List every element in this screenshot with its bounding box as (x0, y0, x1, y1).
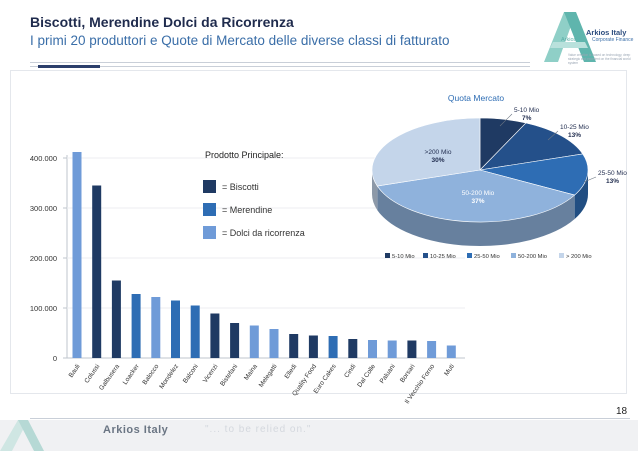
bar-9 (230, 323, 240, 358)
bar-4 (131, 294, 141, 358)
pie-slice-2 (479, 122, 584, 171)
footer-band (0, 420, 638, 451)
pie-slice-name-label: 25-50 Mio (598, 170, 627, 177)
bar-13 (308, 335, 318, 358)
pie-title: Quota Mercato (448, 93, 504, 103)
pie-legend-swatch (559, 253, 564, 258)
bar-16 (368, 340, 377, 358)
bar-y-tick-label: 100.000 (30, 304, 57, 313)
pie-legend-swatch (467, 253, 472, 258)
pie-leader-line (583, 176, 597, 183)
bar-10 (249, 325, 259, 358)
pie-slice-name-label: 10-25 Mio (560, 124, 589, 131)
bar-y-tick-label: 300.000 (30, 204, 57, 213)
bar-y-tick-label: 200.000 (30, 254, 57, 263)
pie-slice-side (372, 170, 378, 211)
legend-label-merendine: = Merendine (222, 205, 273, 215)
arkios-logo-icon (544, 12, 596, 62)
pie-slice-value-label: 13% (606, 178, 619, 185)
pie-tops (371, 117, 589, 223)
bar-20 (446, 345, 456, 358)
footer-company-name: Arkios Italy (103, 424, 169, 436)
pie-leader-line (499, 113, 513, 127)
logo-tagline: Value creation is based on technology, d… (568, 53, 631, 65)
footer-divider (30, 418, 630, 419)
bar-1 (72, 152, 82, 358)
legend-label-dolci: = Dolci da ricorrenza (222, 228, 305, 238)
pie-slice-value-label: 13% (568, 132, 581, 139)
header-divider (30, 62, 530, 63)
bar-14 (328, 336, 338, 358)
legend-swatch-biscotti (203, 180, 216, 193)
pie-slice-value-label: 30% (431, 157, 444, 164)
footer-motto: "... to be relied on." (205, 424, 312, 435)
pie-slice-3 (479, 153, 589, 196)
chart-frame (10, 70, 627, 394)
pie-slice-name-label: >200 Mio (425, 149, 452, 156)
bar-y-tick-label: 0 (53, 354, 57, 363)
legend-label-biscotti: = Biscotti (222, 182, 259, 192)
bar-15 (348, 339, 358, 358)
logo-subtitle: Corporate Finance (592, 37, 634, 43)
pie-slice-5 (371, 117, 481, 187)
legend-swatch-dolci (203, 226, 216, 239)
bar-6 (171, 300, 180, 358)
pie-legend-label: > 200 Mio (566, 254, 592, 260)
pie-legend-label: 25-50 Mio (474, 254, 500, 260)
pie-legend-swatch (423, 253, 428, 258)
pie-legend-label: 10-25 Mio (430, 254, 456, 260)
pie-legend-swatch (511, 253, 516, 258)
pie-sides (372, 170, 588, 247)
logo-name: Arkios Italy (586, 28, 627, 37)
footer-logo-icon (0, 420, 44, 451)
pie-slice-4 (376, 169, 576, 223)
pie-slice-name-label: 5-10 Mio (514, 107, 540, 114)
pie-slice-value-label: 7% (522, 115, 532, 122)
pie-slice-value-label: 37% (471, 198, 484, 205)
bar-7 (190, 305, 200, 358)
bar-19 (427, 341, 437, 358)
header-accent-bar (38, 65, 100, 68)
bar-y-tick-label: 400.000 (30, 154, 57, 163)
bar-12 (289, 334, 299, 358)
pie-slice-name-label: 50-200 Mio (462, 190, 495, 197)
page-title: Biscotti, Merendine Dolci da Ricorrenza (30, 14, 294, 30)
legend-title: Prodotto Principale: (205, 150, 284, 160)
bar-8 (210, 313, 220, 358)
pie-legend-label: 50-200 Mio (518, 254, 547, 260)
pie-slice-side (377, 186, 575, 247)
bar-11 (269, 329, 279, 358)
bar-2 (92, 185, 102, 358)
header-divider-secondary (30, 66, 530, 67)
logo-mini-name: Arkios (561, 37, 577, 43)
pie-slice-side (574, 170, 588, 220)
legend-swatch-merendine (203, 203, 216, 216)
page-number: 18 (616, 406, 628, 417)
pie-legend-swatch (385, 253, 390, 258)
pie-leader-line (547, 130, 559, 141)
bar-5 (151, 297, 161, 358)
bar-3 (111, 280, 121, 358)
page-subtitle: I primi 20 produttori e Quote di Mercato… (30, 33, 450, 48)
pie-legend-label: 5-10 Mio (392, 254, 415, 260)
bar-17 (387, 340, 397, 358)
bar-18 (407, 340, 417, 358)
